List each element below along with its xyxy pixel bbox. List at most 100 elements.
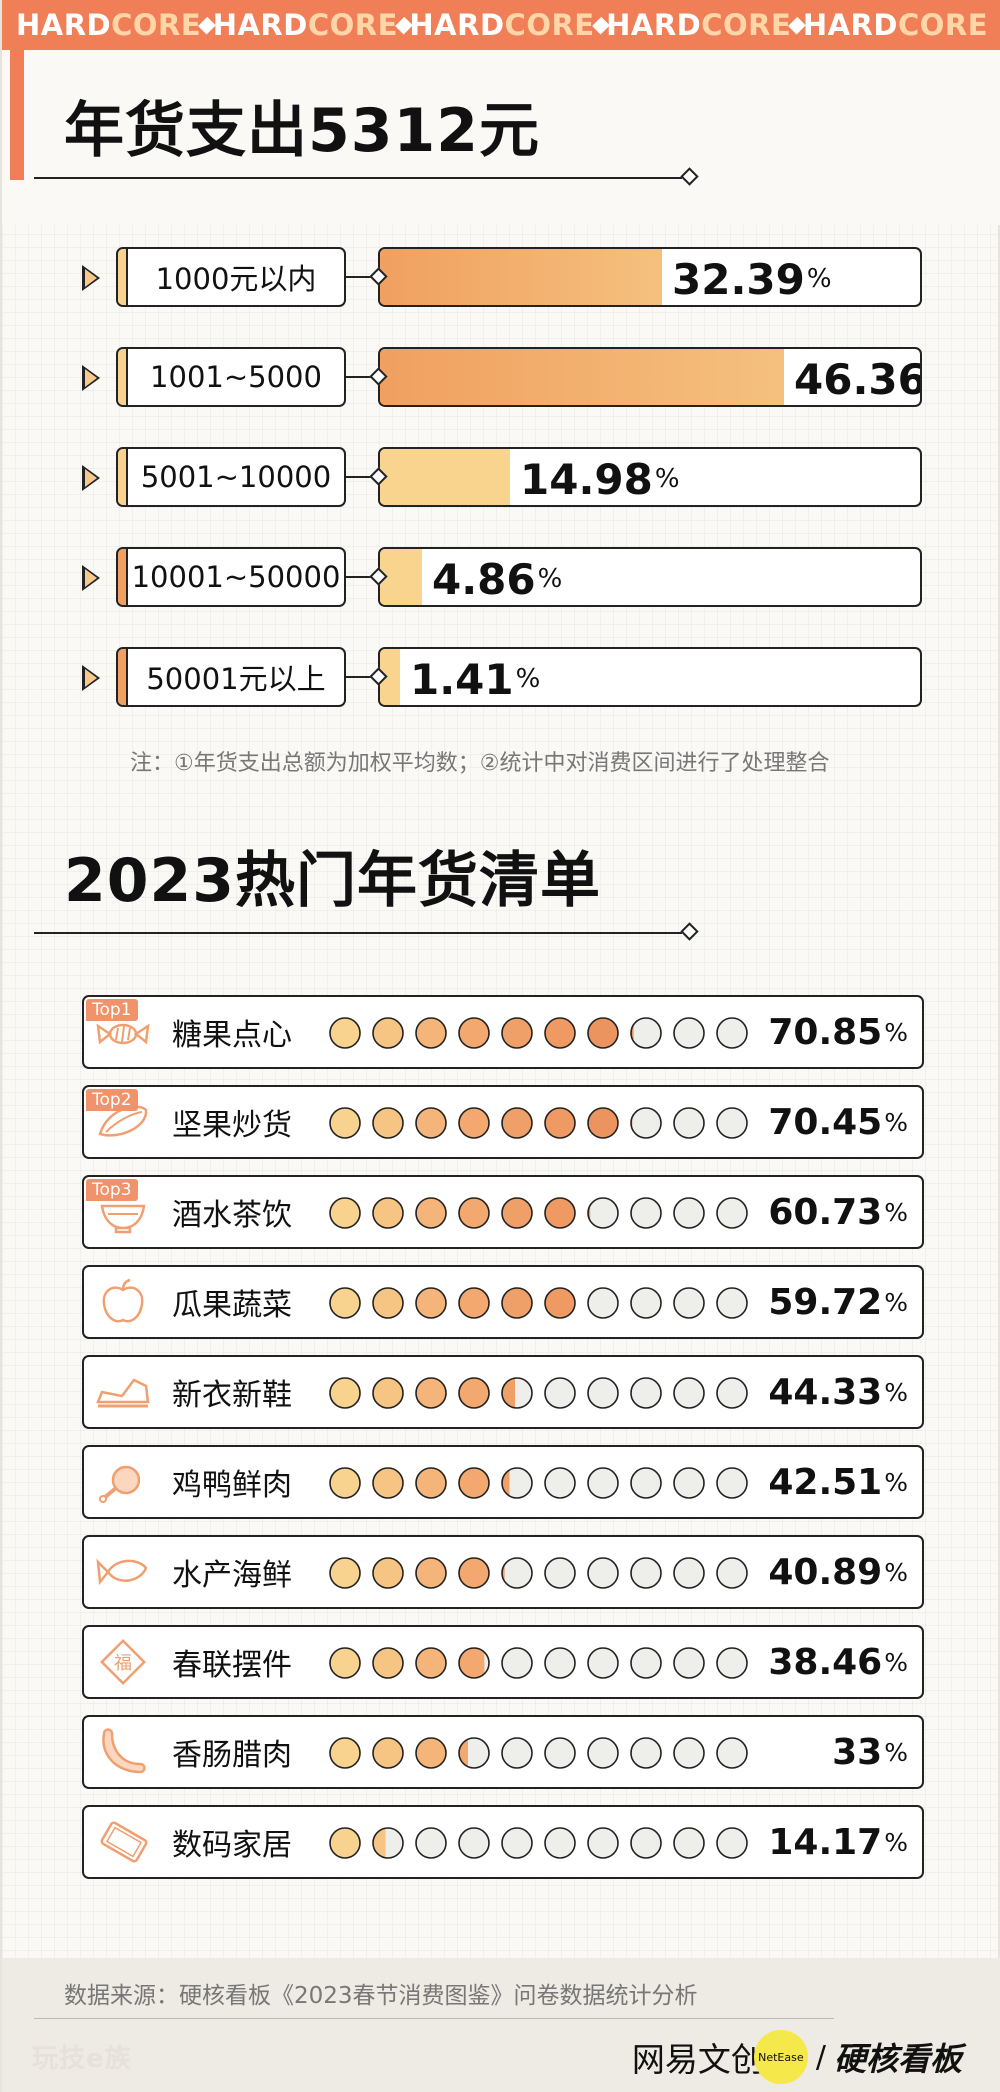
dot-mark — [630, 1287, 662, 1319]
dot-scale — [329, 1197, 748, 1229]
banner-word-core: CORE — [701, 8, 792, 42]
dot-mark — [329, 1287, 361, 1319]
dot-scale — [329, 1737, 748, 1769]
dot-mark — [501, 1467, 533, 1499]
dot-mark — [544, 1737, 576, 1769]
spending-row: 10001~50000 4.86% — [2, 545, 1000, 609]
play-triangle-icon — [82, 565, 100, 591]
bar-value-number: 1.41 — [410, 654, 514, 704]
play-triangle-icon — [82, 265, 100, 291]
goods-value-number: 33 — [832, 1731, 883, 1773]
dot-mark — [587, 1557, 619, 1589]
footer: 数据来源：硬核看板《2023春节消费图鉴》问卷数据统计分析 玩技e族 网易文创 … — [2, 1958, 1000, 2092]
goods-value: 33% — [832, 1717, 908, 1787]
spending-range-label: 1000元以内 — [116, 247, 346, 307]
dot-mark — [458, 1557, 490, 1589]
dot-mark — [372, 1467, 404, 1499]
dot-mark — [544, 1017, 576, 1049]
dot-mark — [587, 1647, 619, 1679]
dot-mark — [544, 1377, 576, 1409]
banner-word: HARD CORE — [213, 8, 398, 42]
dot-mark — [415, 1377, 447, 1409]
dot-mark — [372, 1557, 404, 1589]
dot-mark — [372, 1377, 404, 1409]
bar-fill — [380, 249, 662, 305]
dot-mark — [415, 1017, 447, 1049]
dot-mark — [501, 1737, 533, 1769]
label-stripe — [118, 449, 128, 505]
goods-row: 新衣新鞋 44.33% — [82, 1355, 924, 1429]
dot-mark — [673, 1467, 705, 1499]
seed-icon — [94, 1096, 152, 1148]
percent-sign: % — [884, 1017, 908, 1047]
dot-mark — [458, 1647, 490, 1679]
label-stripe — [118, 649, 128, 705]
dot-mark — [544, 1647, 576, 1679]
dot-scale — [329, 1467, 748, 1499]
bar-value: 1.41% — [410, 649, 541, 705]
rank-badge: Top1 — [86, 999, 138, 1021]
percent-sign: % — [884, 1467, 908, 1497]
dot-mark — [673, 1737, 705, 1769]
range-text: 5001~10000 — [140, 460, 332, 494]
dot-scale — [329, 1017, 748, 1049]
percent-sign: % — [515, 664, 541, 694]
dot-mark — [415, 1557, 447, 1589]
footer-rule — [34, 2018, 834, 2019]
dot-mark — [458, 1377, 490, 1409]
dot-scale — [329, 1827, 748, 1859]
goods-category: 香肠腊肉 — [172, 1738, 292, 1773]
range-text: 1000元以内 — [155, 262, 317, 296]
bar-fill — [380, 449, 510, 505]
bar-track: 1.41% — [378, 647, 922, 707]
dot-mark — [716, 1827, 748, 1859]
range-text: 10001~50000 — [131, 560, 341, 594]
goods-value: 59.72% — [768, 1267, 908, 1337]
spending-title: 年货支出5312元 — [64, 96, 540, 166]
goods-value-number: 14.17 — [768, 1821, 883, 1863]
dot-mark — [630, 1017, 662, 1049]
title-rule — [34, 177, 682, 179]
dot-scale — [329, 1107, 748, 1139]
dot-mark — [587, 1377, 619, 1409]
dot-mark — [716, 1017, 748, 1049]
goods-value: 44.33% — [768, 1357, 908, 1427]
banner-word: HARD CORE — [606, 8, 791, 42]
meat-icon — [94, 1456, 152, 1508]
banner-word: HARD CORE — [409, 8, 594, 42]
goods-category: 酒水茶饮 — [172, 1198, 292, 1233]
spending-row: 1000元以内 32.39% — [2, 245, 1000, 309]
dot-mark — [544, 1827, 576, 1859]
percent-sign: % — [884, 1557, 908, 1587]
dot-mark — [458, 1467, 490, 1499]
banner-word-hard: HARD — [409, 8, 505, 42]
title-rule — [34, 932, 682, 934]
logo-divider: / — [815, 2039, 826, 2075]
dot-mark — [587, 1017, 619, 1049]
dot-mark — [673, 1017, 705, 1049]
percent-sign: % — [537, 564, 563, 594]
spending-range-label: 5001~10000 — [116, 447, 346, 507]
apple-icon — [94, 1276, 152, 1328]
dot-mark — [716, 1557, 748, 1589]
dot-mark — [673, 1557, 705, 1589]
dot-mark — [673, 1377, 705, 1409]
rule-diamond-icon — [680, 922, 699, 941]
dot-mark — [372, 1287, 404, 1319]
dot-mark — [544, 1557, 576, 1589]
percent-sign: % — [654, 464, 680, 494]
goods-value: 42.51% — [768, 1447, 908, 1517]
goods-category: 数码家居 — [172, 1828, 292, 1863]
dot-mark — [372, 1107, 404, 1139]
percent-sign: % — [884, 1107, 908, 1137]
top-banner: HARD CORE HARD CORE HARD CORE HARD CORE HARD CORE — [2, 0, 1000, 50]
goods-value-number: 42.51 — [768, 1461, 883, 1503]
spending-row: 5001~10000 14.98% — [2, 445, 1000, 509]
play-triangle-icon — [82, 465, 100, 491]
label-stripe — [118, 349, 128, 405]
dot-mark — [372, 1197, 404, 1229]
goods-row: Top3 酒水茶饮 60.73% — [82, 1175, 924, 1249]
banner-word: HARD CORE — [803, 8, 988, 42]
rank-badge: Top3 — [86, 1179, 138, 1201]
